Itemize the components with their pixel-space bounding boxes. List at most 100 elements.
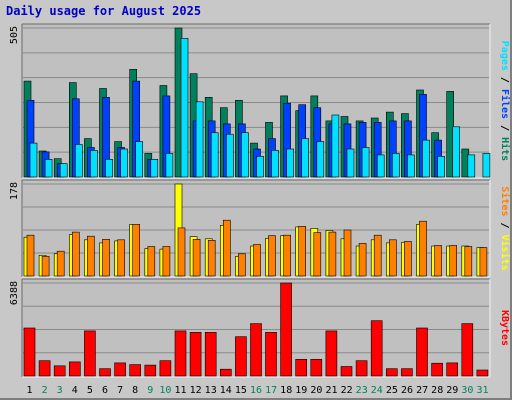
bar-sites-day-27: [419, 220, 427, 277]
bar-kbytes-day-5: [84, 330, 96, 377]
bar-pages-day-6: [105, 159, 113, 178]
bar-sites-day-23: [358, 243, 367, 277]
bar-kbytes-day-22: [340, 366, 353, 377]
bar-pages-day-12: [195, 101, 204, 178]
x-tick-label-day-31: 31: [476, 385, 488, 396]
x-tick-label-day-8: 8: [132, 385, 138, 396]
y-axis-max-label: 178: [9, 182, 20, 200]
bar-sites-day-6: [102, 239, 110, 277]
x-tick-label-day-27: 27: [416, 385, 428, 396]
bar-kbytes-day-6: [99, 368, 111, 377]
bar-kbytes-day-24: [370, 320, 383, 377]
bar-sites-day-12: [192, 239, 201, 277]
bar-sites-day-22: [343, 229, 352, 277]
x-tick-label-day-6: 6: [102, 385, 108, 396]
bar-pages-day-5: [90, 150, 98, 178]
bar-sites-day-31: [479, 247, 488, 277]
legend-item-kbytes: KBytes: [499, 310, 510, 346]
legend-item-hits: Hits: [499, 137, 511, 161]
bar-kbytes-day-3: [53, 365, 66, 377]
x-tick-label-day-5: 5: [87, 385, 93, 396]
x-tick-label-day-18: 18: [280, 385, 292, 396]
x-tick-label-day-24: 24: [371, 385, 383, 396]
bar-pages-day-18: [286, 148, 294, 178]
bar-pages-day-9: [150, 159, 159, 178]
bar-sites-day-29: [449, 245, 458, 277]
bar-sites-day-11: [177, 227, 186, 277]
bar-pages-day-11: [180, 37, 189, 178]
bar-sites-day-3: [56, 250, 65, 277]
bar-sites-day-17: [268, 235, 276, 277]
bar-pages-day-28: [437, 156, 445, 178]
x-tick-label-day-25: 25: [386, 385, 398, 396]
x-tick-label-day-3: 3: [57, 385, 63, 396]
legend-separator: /: [499, 216, 510, 234]
bar-sites-day-15: [238, 253, 246, 277]
x-tick-label-day-28: 28: [431, 385, 443, 396]
bar-pages-day-27: [422, 139, 430, 178]
bar-pages-day-10: [165, 153, 174, 178]
bar-pages-day-16: [256, 156, 264, 178]
bar-kbytes-day-13: [204, 331, 217, 377]
bar-sites-day-16: [253, 244, 261, 277]
bar-sites-day-28: [434, 245, 442, 277]
x-tick-label-day-19: 19: [295, 385, 307, 396]
bar-sites-day-2: [41, 256, 50, 277]
bar-pages-day-21: [331, 114, 340, 178]
bar-kbytes-day-7: [114, 362, 126, 377]
bar-pages-day-3: [59, 163, 68, 178]
legend-1: Pages / Files / Hits: [499, 41, 511, 161]
x-tick-label-day-29: 29: [446, 385, 458, 396]
x-tick-label-day-4: 4: [72, 385, 78, 396]
legend-separator: /: [499, 119, 510, 137]
bar-kbytes-day-20: [310, 358, 323, 377]
bar-pages-day-15: [241, 132, 249, 178]
bar-sites-day-4: [72, 231, 80, 277]
bar-kbytes-day-18: [280, 282, 292, 377]
bar-kbytes-day-8: [129, 364, 141, 377]
bar-pages-day-29: [452, 126, 461, 178]
bar-sites-day-25: [388, 239, 397, 277]
bar-sites-day-7: [117, 239, 125, 277]
bar-kbytes-day-9: [144, 364, 157, 377]
x-tick-label-day-12: 12: [190, 385, 202, 396]
x-tick-label-day-15: 15: [235, 385, 247, 396]
x-tick-label-day-13: 13: [205, 385, 217, 396]
bar-pages-day-23: [361, 147, 370, 178]
bar-kbytes-day-1: [23, 327, 36, 377]
bar-kbytes-day-21: [325, 330, 338, 377]
bar-kbytes-day-31: [476, 369, 489, 377]
bar-sites-day-26: [404, 241, 412, 277]
bar-kbytes-day-16: [250, 323, 262, 377]
bar-kbytes-day-10: [159, 360, 172, 377]
x-tick-label-day-21: 21: [325, 385, 337, 396]
y-axis-max-label: 6388: [9, 281, 20, 305]
bar-pages-day-20: [316, 141, 325, 178]
bar-kbytes-day-2: [38, 360, 51, 377]
bar-sites-day-10: [162, 246, 171, 277]
bar-sites-day-14: [223, 219, 231, 277]
bar-kbytes-day-30: [461, 323, 474, 377]
legend-separator: /: [499, 71, 510, 89]
bar-kbytes-day-28: [431, 362, 443, 377]
bar-kbytes-day-23: [355, 360, 368, 377]
x-tick-label-day-16: 16: [250, 385, 262, 396]
bar-kbytes-day-12: [189, 331, 202, 377]
legend-3: KBytes: [499, 310, 510, 346]
x-tick-label-day-30: 30: [461, 385, 473, 396]
bar-pages-day-30: [467, 154, 476, 178]
bar-pages-day-13: [210, 132, 219, 178]
bar-sites-day-9: [147, 246, 156, 277]
bar-kbytes-day-15: [235, 336, 247, 377]
legend-item-visits: Visits: [499, 235, 511, 271]
y-axis-max-label: 505: [9, 26, 20, 44]
bar-pages-day-24: [376, 154, 385, 178]
bar-sites-day-19: [298, 226, 307, 277]
bar-sites-day-20: [313, 232, 322, 277]
bar-pages-day-1: [29, 142, 38, 178]
bar-pages-day-22: [346, 148, 355, 178]
legend-2: Sites / Visits: [499, 186, 511, 270]
bar-pages-day-7: [120, 148, 128, 178]
